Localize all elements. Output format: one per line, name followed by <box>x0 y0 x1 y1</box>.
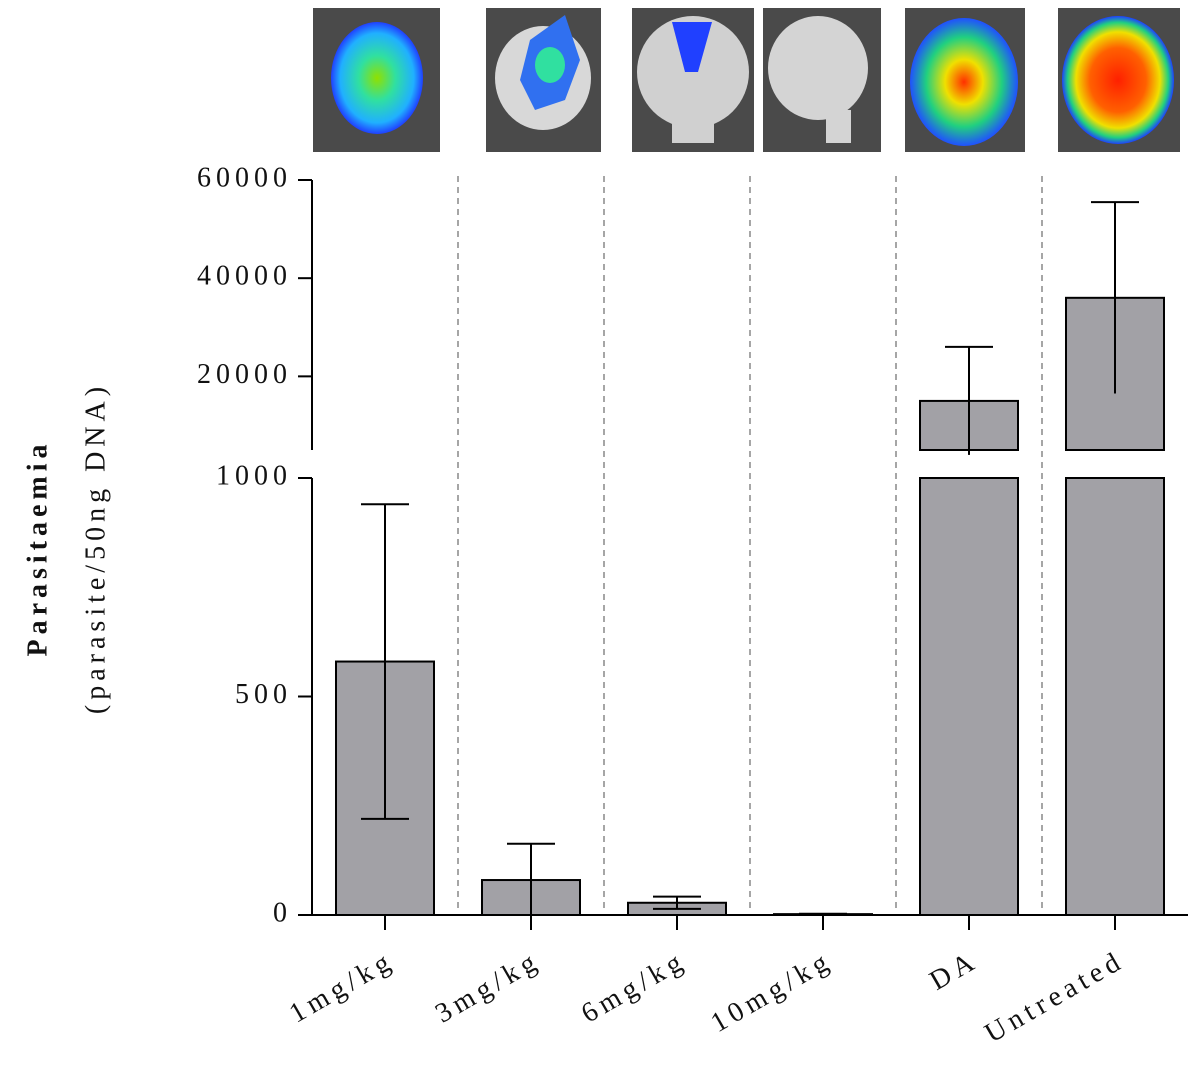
y-axis-title: Parasitaemia <box>22 439 53 656</box>
y-tick-label: 20000 <box>197 359 292 390</box>
x-tick-label: 6mg/kg <box>576 945 692 1030</box>
y-tick-label: 500 <box>235 679 292 710</box>
x-tick-label: DA <box>925 945 984 997</box>
y-tick-label: 60000 <box>197 162 292 193</box>
x-tick-label: 3mg/kg <box>430 945 546 1030</box>
image <box>1062 16 1174 144</box>
y-title-group: Parasitaemia (parasite/50ng DNA) <box>22 382 111 714</box>
x-tick-label: 10mg/kg <box>706 945 838 1039</box>
image <box>910 18 1018 146</box>
image <box>331 22 423 134</box>
bar <box>919 477 1019 916</box>
bar <box>1065 477 1165 916</box>
image <box>826 110 851 143</box>
x-tick-label: 1mg/kg <box>284 945 400 1030</box>
image <box>672 118 714 143</box>
y-tick-label: 1000 <box>216 460 292 491</box>
y-tick-label: 0 <box>273 897 292 928</box>
organ-images <box>313 8 1180 152</box>
x-tick-label: Untreated <box>980 945 1130 1050</box>
image <box>672 22 712 72</box>
y-tick-label: 40000 <box>197 261 292 292</box>
image <box>535 47 565 83</box>
image <box>768 16 868 120</box>
y-axis-subtitle: (parasite/50ng DNA) <box>80 382 111 714</box>
